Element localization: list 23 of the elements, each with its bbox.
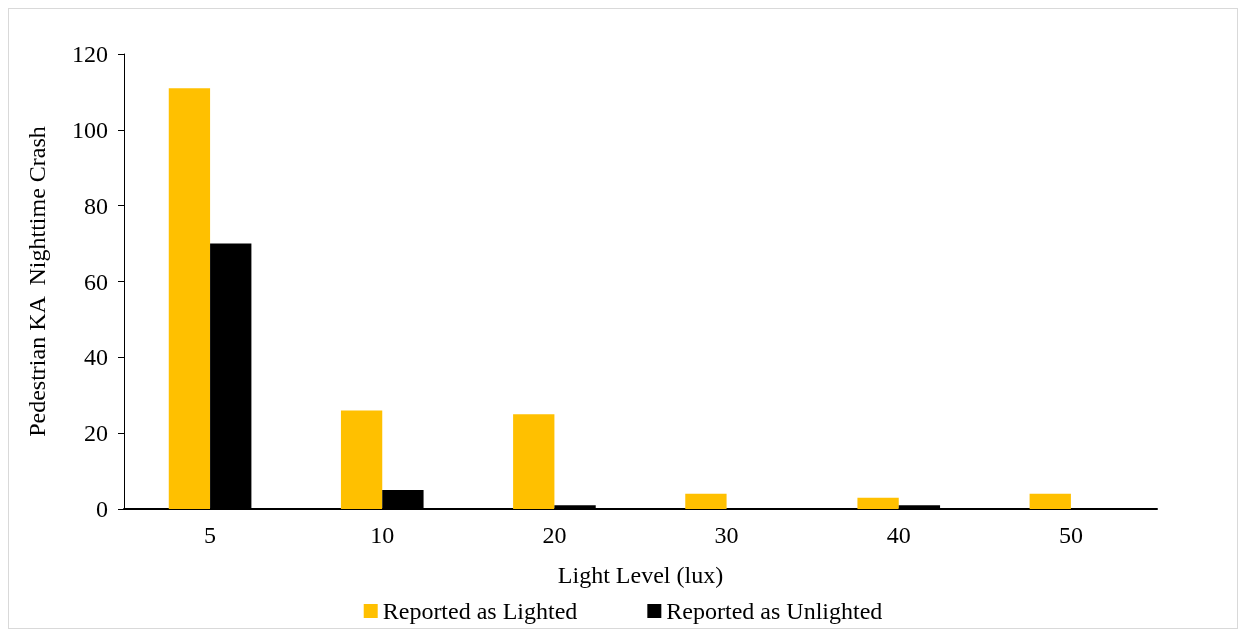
x-tick-label: 50: [1058, 522, 1083, 548]
legend-label: Reported as Lighted: [382, 598, 578, 624]
x-tick-label: 30: [714, 522, 739, 548]
x-tick-label: 20: [542, 522, 567, 548]
y-tick-label: 100: [72, 116, 108, 143]
x-tick-label: 5: [204, 522, 217, 548]
x-tick-label: 10: [370, 522, 395, 548]
y-tick-label: 80: [84, 192, 108, 219]
y-tick-label: 120: [72, 41, 108, 67]
x-tick-label: 40: [886, 522, 911, 548]
x-axis-title: Light Level (lux): [557, 562, 724, 588]
y-axis-title: Pedestrian KA Nighttime Crash: [24, 126, 50, 437]
y-tick-label: 60: [84, 268, 108, 295]
bar: [168, 88, 211, 509]
bar: [857, 497, 899, 509]
y-tick-label: 40: [84, 344, 108, 371]
bar: [513, 414, 555, 509]
y-tick-label: 0: [96, 496, 108, 522]
bar: [1029, 493, 1071, 509]
y-tick-label: 20: [84, 420, 108, 447]
bar: [685, 493, 727, 509]
legend-label: Reported as Unlighted: [666, 598, 883, 624]
bar: [340, 410, 383, 509]
